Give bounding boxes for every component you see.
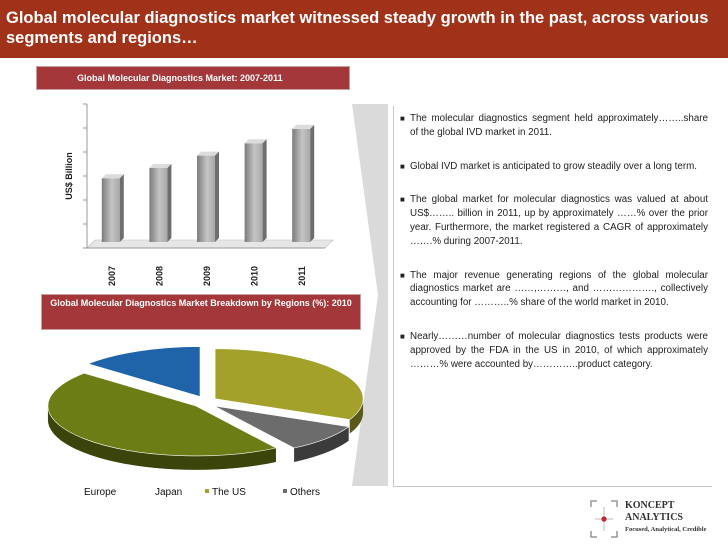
bar-side: [310, 124, 315, 242]
square-bullet-icon: ■: [400, 270, 405, 280]
bar-top: [244, 139, 267, 144]
square-bullet-icon: ■: [400, 114, 405, 123]
legend-label: Europe: [84, 487, 117, 498]
pie-slice-side: [349, 397, 364, 434]
bar-top: [149, 163, 172, 168]
bullet-item: ■ Nearly………number of molecular diagnosti…: [400, 330, 708, 370]
bar: [292, 128, 311, 242]
bullet-item: ■ Global IVD market is anticipated to gr…: [400, 160, 697, 172]
arrow-chevron-shape: [352, 104, 388, 486]
legend-label: Others: [290, 487, 320, 498]
pie-slice: [47, 372, 277, 457]
x-tick-label: 2011: [297, 266, 307, 286]
pie-slice: [87, 346, 201, 397]
logo-tagline: Focused, Analytical, Credible: [625, 526, 707, 533]
bar: [101, 178, 120, 242]
bullet-list: ■ The molecular diagnostics segment held…: [393, 106, 712, 487]
bar: [244, 143, 263, 242]
bullet-item: ■ The global market for molecular diagno…: [400, 194, 708, 247]
bar-top: [197, 151, 219, 156]
bar: [197, 155, 215, 242]
x-tick-label: 2010: [250, 266, 260, 286]
bar-side: [215, 151, 219, 242]
bar-top: [101, 174, 124, 179]
bullet-item: ■ The major revenue generating regions o…: [400, 269, 708, 309]
pie-slice-side: [47, 405, 276, 470]
legend-label: Japan: [155, 487, 182, 498]
bar-chart: US$ Billion 2007 2008 2009 2010 2011: [64, 103, 334, 286]
pie-slice-side: [294, 426, 349, 462]
pie-slice: [213, 405, 350, 449]
bar-side: [167, 163, 172, 242]
page-title: Global molecular diagnostics market witn…: [6, 9, 709, 47]
square-bullet-icon: ■: [400, 161, 405, 171]
x-tick-label: 2009: [202, 266, 212, 286]
bar-chart-title: Global Molecular Diagnostics Market: 200…: [36, 66, 350, 90]
logo-name: KONCEPT ANALYTICS: [625, 500, 683, 523]
bar-top: [292, 124, 315, 129]
legend-swatch: [283, 489, 287, 493]
crosshair-logo-icon: [590, 500, 618, 538]
legend-swatch: [205, 489, 209, 493]
bullet-item: ■ The molecular diagnostics segment held…: [400, 113, 708, 138]
square-bullet-icon: ■: [400, 331, 405, 341]
bar-side: [262, 139, 267, 242]
pie-chart-title: Global Molecular Diagnostics Market Brea…: [41, 294, 361, 330]
x-tick-label: 2008: [154, 266, 164, 286]
legend-label: The US: [212, 487, 246, 498]
pie-chart: Europe Japan The US Others: [47, 346, 364, 498]
x-tick-label: 2007: [107, 266, 117, 286]
pie-slice: [214, 348, 364, 420]
square-bullet-icon: ■: [400, 195, 405, 205]
header-banner: Global molecular diagnostics market witn…: [0, 0, 728, 58]
company-logo: KONCEPT ANALYTICS Focused, Analytical, C…: [587, 497, 727, 543]
bar: [149, 167, 168, 242]
bar-side: [119, 174, 124, 242]
y-axis-label: US$ Billion: [64, 152, 74, 200]
